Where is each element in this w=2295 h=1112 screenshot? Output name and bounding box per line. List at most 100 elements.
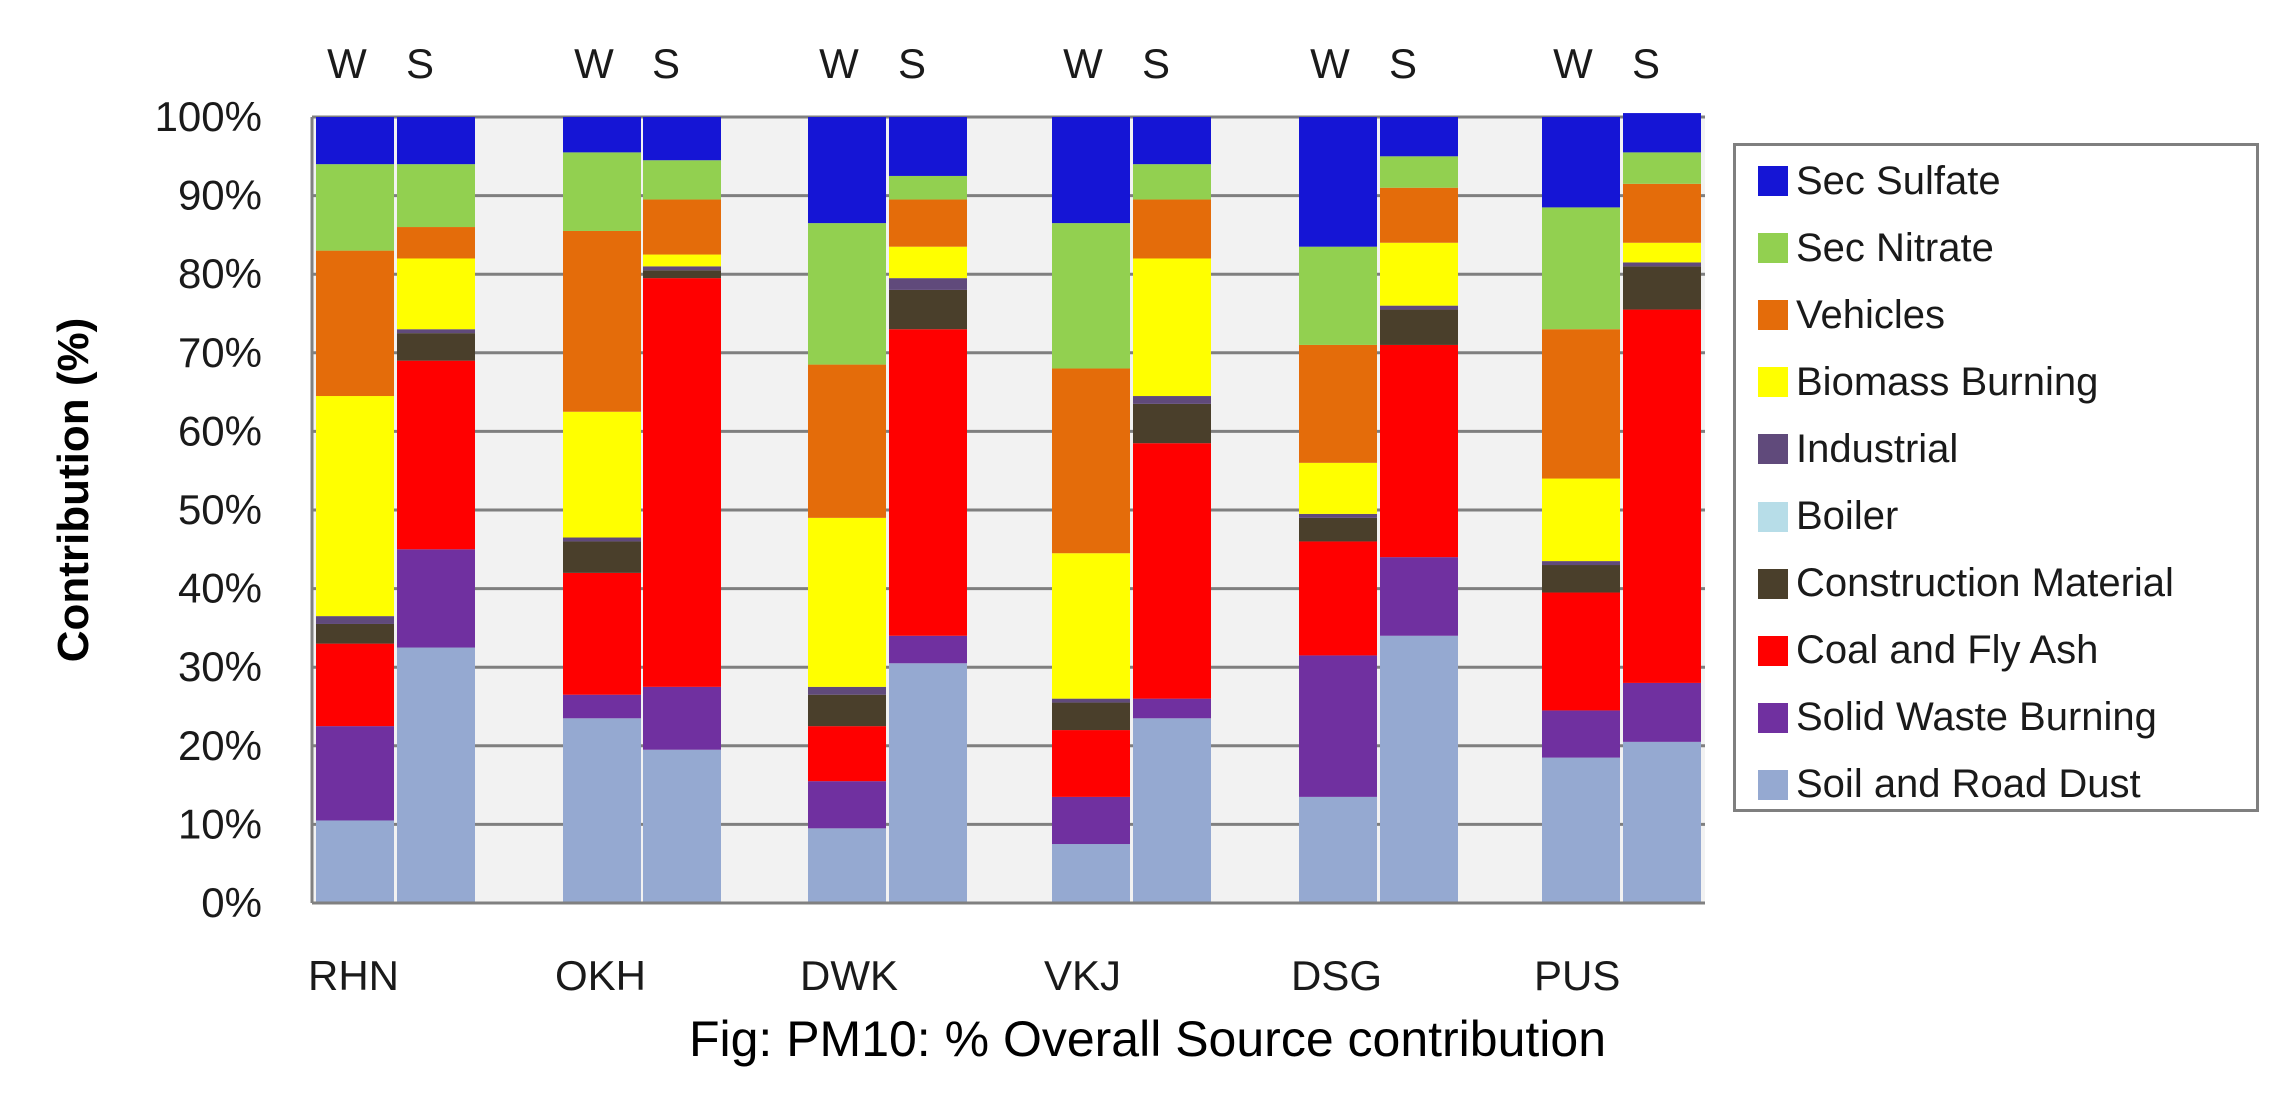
bar-segment	[316, 643, 394, 727]
y-tick-label: 50%	[178, 486, 262, 533]
legend-swatch	[1758, 367, 1788, 398]
bar-segment	[889, 246, 967, 279]
y-tick-label: 30%	[178, 643, 262, 690]
bar-segment	[643, 254, 721, 267]
season-label: S	[1142, 40, 1170, 87]
y-tick-label: 80%	[178, 250, 262, 297]
bar-segment	[808, 223, 886, 365]
bar-segment	[1623, 262, 1701, 267]
season-label: S	[1389, 40, 1417, 87]
bar-segment	[316, 616, 394, 624]
bar-segment	[563, 694, 641, 719]
legend-label: Solid Waste Burning	[1796, 695, 2157, 740]
bar-segment	[1133, 164, 1211, 200]
bar-segment	[1542, 329, 1620, 479]
bar-segment	[643, 749, 721, 903]
bar-segment	[1133, 443, 1211, 699]
bar-segment	[1299, 344, 1377, 463]
bar-segment	[1299, 796, 1377, 903]
legend-label: Soil and Road Dust	[1796, 762, 2141, 807]
bar-segment	[643, 270, 721, 279]
bar-segment	[1052, 702, 1130, 731]
bar-segment	[889, 278, 967, 290]
season-label: W	[819, 40, 859, 87]
bar-segment	[889, 289, 967, 330]
bar-segment	[1052, 796, 1130, 845]
bar-segment	[1542, 561, 1620, 566]
bar-segment	[1623, 682, 1701, 742]
bar-segment	[1542, 207, 1620, 330]
bar-stack	[563, 117, 641, 903]
legend-item: Coal and Fly Ash	[1758, 628, 2099, 673]
legend-item: Sec Sulfate	[1758, 158, 2001, 203]
bar-segment	[889, 175, 967, 200]
bar-segment	[808, 828, 886, 903]
bar-segment	[889, 635, 967, 664]
bar-segment	[1380, 117, 1458, 157]
bar-segment	[1133, 258, 1211, 397]
bar-segment	[1380, 305, 1458, 310]
legend-label: Sec Sulfate	[1796, 158, 2001, 203]
bar-segment	[1133, 718, 1211, 903]
bar-segment	[808, 517, 886, 687]
bar-segment	[397, 549, 475, 648]
axes	[310, 117, 1705, 905]
bar-segment	[1133, 396, 1211, 404]
legend-label: Construction Material	[1796, 561, 2174, 606]
bar-segment	[397, 258, 475, 330]
bar-segment	[316, 250, 394, 397]
season-label: W	[1553, 40, 1593, 87]
season-label: S	[652, 40, 680, 87]
legend-item: Soil and Road Dust	[1758, 762, 2141, 807]
x-group-label: DSG	[1291, 952, 1382, 999]
bar-segment	[1299, 513, 1377, 518]
bar-stack	[1299, 117, 1377, 903]
season-label: W	[1310, 40, 1350, 87]
legend-swatch	[1758, 434, 1788, 465]
bar-segment	[1133, 117, 1211, 165]
bar-segment	[1299, 462, 1377, 514]
bar-segment	[1052, 698, 1130, 703]
x-group-label: VKJ	[1044, 952, 1121, 999]
bar-segment	[1542, 117, 1620, 208]
bar-stack	[643, 117, 721, 903]
legend-label: Coal and Fly Ash	[1796, 628, 2099, 673]
bar-segment	[808, 364, 886, 518]
bar-segment	[1623, 113, 1701, 153]
legend-label: Boiler	[1796, 494, 1899, 538]
bar-segment	[1623, 741, 1701, 903]
bar-segment	[316, 164, 394, 251]
legend-swatch	[1758, 769, 1788, 800]
bar-segment	[1623, 309, 1701, 683]
y-tick-label: 70%	[178, 329, 262, 376]
legend-item: Construction Material	[1758, 561, 2174, 606]
bar-segment	[1133, 698, 1211, 719]
y-tick-label: 40%	[178, 565, 262, 612]
legend-label: Sec Nitrate	[1796, 225, 1994, 270]
y-tick-label: 60%	[178, 407, 262, 454]
bar-segment	[889, 329, 967, 636]
legend-swatch	[1758, 300, 1788, 331]
bar-segment	[563, 718, 641, 903]
bar-segment	[643, 117, 721, 161]
bar-segment	[563, 541, 641, 573]
bar-segment	[808, 117, 886, 224]
bar-segment	[316, 726, 394, 821]
bar-segment	[397, 227, 475, 259]
season-label: S	[898, 40, 926, 87]
bar-segment	[643, 266, 721, 271]
bar-segment	[1623, 152, 1701, 184]
bar-segment	[1052, 844, 1130, 903]
bar-segment	[563, 117, 641, 153]
bar-segment	[1542, 592, 1620, 711]
legend-label: Biomass Burning	[1796, 359, 2099, 404]
bar-segment	[563, 411, 641, 538]
bar-segment	[1380, 187, 1458, 243]
bar-segment	[563, 537, 641, 542]
bar-segment	[1380, 635, 1458, 903]
bar-stack	[1623, 113, 1701, 903]
y-tick-label: 0%	[201, 879, 262, 926]
bar-stack	[1052, 117, 1130, 903]
bar-segment	[1623, 266, 1701, 310]
